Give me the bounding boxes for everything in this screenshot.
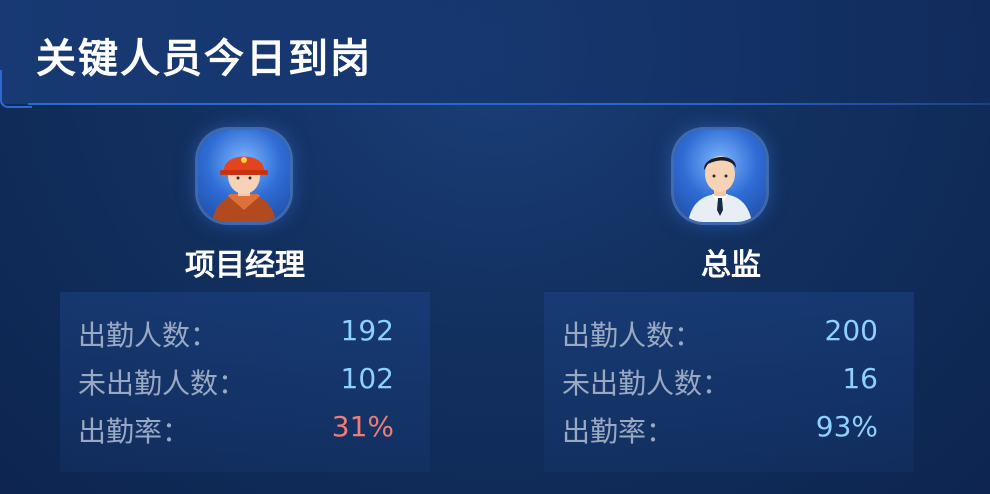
stat-row-absent: 未出勤人数： 102: [60, 362, 430, 402]
stat-row-attendance: 出勤人数： 192: [60, 314, 430, 354]
card-project-manager: 项目经理 出勤人数： 192 未出勤人数： 102 出勤率： 31%: [60, 130, 440, 472]
stat-label: 出勤率：: [562, 415, 675, 448]
stats-block: 出勤人数： 200 未出勤人数： 16 出勤率： 93%: [544, 292, 914, 472]
construction-worker-icon: [198, 130, 290, 222]
stat-value: 31%: [331, 410, 394, 443]
stat-label: 未出勤人数：: [562, 367, 731, 400]
stat-row-absent: 未出勤人数： 16: [544, 362, 914, 402]
stat-row-rate: 出勤率： 31%: [60, 410, 430, 450]
stat-label: 出勤人数：: [562, 319, 703, 352]
role-label: 总监: [701, 248, 761, 283]
stat-row-rate: 出勤率： 93%: [544, 410, 914, 450]
stat-row-attendance: 出勤人数： 200: [544, 314, 914, 354]
stat-value: 192: [340, 314, 394, 347]
stat-value: 16: [842, 362, 878, 395]
stat-value: 93%: [815, 410, 878, 443]
header-corner-decoration: [0, 70, 32, 108]
stat-value: 102: [340, 362, 394, 395]
stat-label: 未出勤人数：: [78, 367, 247, 400]
manager-icon: [674, 130, 766, 222]
header-divider: [28, 103, 990, 105]
panel-header: 关键人员今日到岗: [0, 0, 990, 104]
stats-block: 出勤人数： 192 未出勤人数： 102 出勤率： 31%: [60, 292, 430, 472]
stat-label: 出勤人数：: [78, 319, 219, 352]
panel-title: 关键人员今日到岗: [36, 36, 372, 82]
role-label: 项目经理: [185, 248, 305, 283]
card-director: 总监 出勤人数： 200 未出勤人数： 16 出勤率： 93%: [544, 130, 924, 472]
stat-value: 200: [824, 314, 878, 347]
stat-label: 出勤率：: [78, 415, 191, 448]
